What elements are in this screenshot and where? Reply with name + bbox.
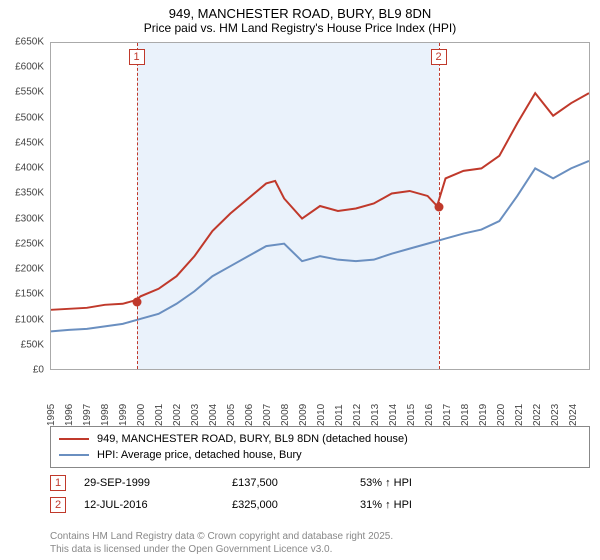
y-tick-label: £0 [33, 365, 44, 376]
sales-row: 2 12-JUL-2016 £325,000 31% ↑ HPI [50, 494, 590, 516]
y-tick-label: £500K [15, 112, 44, 123]
x-tick-label: 2016 [424, 404, 435, 426]
x-tick-label: 1998 [100, 404, 111, 426]
sales-row: 1 29-SEP-1999 £137,500 53% ↑ HPI [50, 472, 590, 494]
sale-marker-dot [132, 297, 141, 306]
chart-lines [51, 43, 589, 369]
y-tick-label: £100K [15, 314, 44, 325]
sale-marker-badge: 1 [129, 49, 145, 65]
sale-pct: 53% ↑ HPI [360, 477, 520, 489]
x-tick-label: 2023 [550, 404, 561, 426]
plot-area: 12 [50, 42, 590, 370]
x-tick-label: 2005 [226, 404, 237, 426]
x-tick-label: 2014 [388, 404, 399, 426]
y-tick-label: £400K [15, 163, 44, 174]
x-tick-label: 1995 [46, 404, 57, 426]
y-tick-label: £450K [15, 137, 44, 148]
sale-marker-dot [434, 203, 443, 212]
series-line [51, 161, 589, 332]
y-tick-label: £50K [21, 339, 44, 350]
legend-item: 949, MANCHESTER ROAD, BURY, BL9 8DN (det… [59, 431, 581, 447]
y-tick-label: £350K [15, 188, 44, 199]
x-tick-label: 2008 [280, 404, 291, 426]
legend-swatch [59, 454, 89, 456]
x-tick-label: 2017 [442, 404, 453, 426]
x-tick-label: 2002 [172, 404, 183, 426]
x-tick-label: 2009 [298, 404, 309, 426]
x-tick-label: 2018 [460, 404, 471, 426]
x-tick-label: 2001 [154, 404, 165, 426]
x-tick-label: 2019 [478, 404, 489, 426]
sale-price: £325,000 [232, 499, 352, 511]
y-tick-label: £200K [15, 264, 44, 275]
x-tick-label: 2020 [496, 404, 507, 426]
chart-title: 949, MANCHESTER ROAD, BURY, BL9 8DN [0, 0, 600, 21]
sale-badge: 1 [50, 475, 66, 491]
legend-label: HPI: Average price, detached house, Bury [97, 449, 302, 461]
x-tick-label: 2011 [334, 404, 345, 426]
footnote-line: This data is licensed under the Open Gov… [50, 544, 393, 557]
y-tick-label: £250K [15, 238, 44, 249]
x-tick-label: 2000 [136, 404, 147, 426]
x-tick-label: 2012 [352, 404, 363, 426]
y-tick-label: £550K [15, 87, 44, 98]
x-tick-label: 2013 [370, 404, 381, 426]
x-axis: 1995199619971998199920002001200220032004… [50, 372, 590, 422]
y-axis: £0£50K£100K£150K£200K£250K£300K£350K£400… [0, 42, 48, 370]
legend-label: 949, MANCHESTER ROAD, BURY, BL9 8DN (det… [97, 433, 408, 445]
x-tick-label: 2003 [190, 404, 201, 426]
sale-pct: 31% ↑ HPI [360, 499, 520, 511]
legend-swatch [59, 438, 89, 440]
y-tick-label: £150K [15, 289, 44, 300]
x-tick-label: 2024 [568, 404, 579, 426]
x-tick-label: 2006 [244, 404, 255, 426]
sale-badge: 2 [50, 497, 66, 513]
legend-item: HPI: Average price, detached house, Bury [59, 447, 581, 463]
y-tick-label: £300K [15, 213, 44, 224]
x-tick-label: 2022 [532, 404, 543, 426]
series-line [51, 93, 589, 310]
sales-table: 1 29-SEP-1999 £137,500 53% ↑ HPI 2 12-JU… [50, 472, 590, 516]
sale-marker-badge: 2 [431, 49, 447, 65]
legend: 949, MANCHESTER ROAD, BURY, BL9 8DN (det… [50, 426, 590, 468]
sale-date: 29-SEP-1999 [84, 477, 224, 489]
x-tick-label: 2004 [208, 404, 219, 426]
sale-price: £137,500 [232, 477, 352, 489]
x-tick-label: 1997 [82, 404, 93, 426]
y-tick-label: £600K [15, 62, 44, 73]
x-tick-label: 2007 [262, 404, 273, 426]
x-tick-label: 1996 [64, 404, 75, 426]
sale-date: 12-JUL-2016 [84, 499, 224, 511]
x-tick-label: 2015 [406, 404, 417, 426]
sale-marker-line [137, 43, 138, 369]
y-tick-label: £650K [15, 37, 44, 48]
x-tick-label: 2010 [316, 404, 327, 426]
x-tick-label: 1999 [118, 404, 129, 426]
chart-subtitle: Price paid vs. HM Land Registry's House … [0, 21, 600, 39]
x-tick-label: 2021 [514, 404, 525, 426]
footnote-line: Contains HM Land Registry data © Crown c… [50, 531, 393, 544]
footnote: Contains HM Land Registry data © Crown c… [50, 531, 393, 556]
